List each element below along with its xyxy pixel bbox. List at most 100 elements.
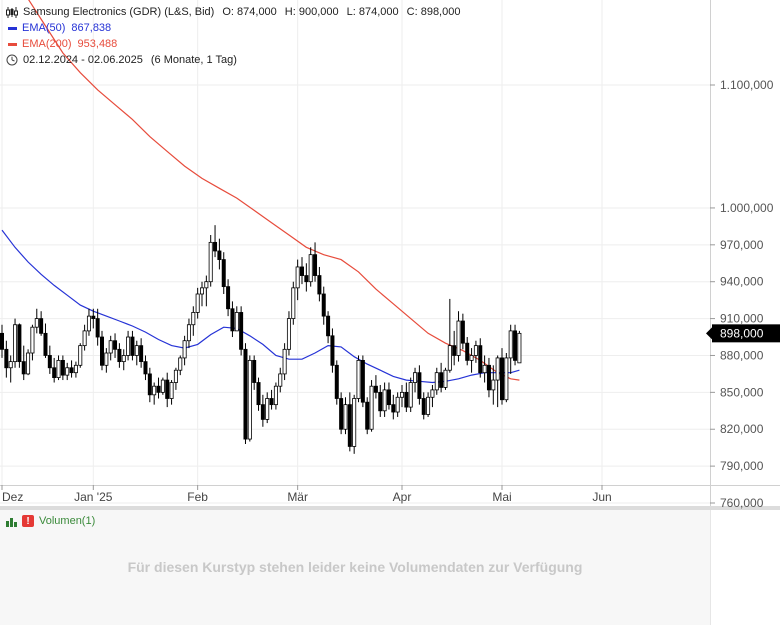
- candle-body: [182, 340, 187, 359]
- candle: [56, 355, 61, 381]
- candle-body: [517, 332, 522, 364]
- candle-body: [234, 312, 239, 332]
- candle: [408, 377, 413, 413]
- candle: [426, 392, 431, 417]
- ema50-value: 867,838: [71, 22, 112, 34]
- candle: [69, 360, 74, 378]
- candle-body: [126, 336, 131, 356]
- candle-body: [213, 241, 218, 252]
- candle-body: [465, 342, 470, 361]
- candle: [47, 345, 52, 374]
- candle: [208, 234, 213, 287]
- candle: [352, 394, 357, 454]
- y-tick-label: 940,000: [720, 275, 764, 289]
- candle-body: [47, 355, 52, 369]
- warning-icon[interactable]: !: [22, 515, 34, 527]
- candle: [43, 323, 48, 358]
- volume-legend[interactable]: ! Volumen(1): [6, 515, 95, 527]
- candle-body: [113, 340, 118, 350]
- x-tick-label: Jun: [592, 490, 611, 504]
- candle-body: [82, 330, 87, 347]
- y-tick-label: 1.100,000: [720, 78, 774, 92]
- candle: [443, 367, 448, 390]
- candle: [221, 252, 226, 294]
- candle-body: [178, 357, 183, 371]
- candle: [356, 355, 361, 403]
- ema200-line: [28, 0, 520, 381]
- candle: [469, 348, 474, 373]
- candle: [182, 335, 187, 366]
- candle: [465, 337, 470, 366]
- candle-body: [156, 385, 161, 393]
- legend-ema50-row[interactable]: EMA(50) 867,838: [6, 20, 460, 36]
- high-value: 900,000: [298, 6, 339, 18]
- legend-ema200-row[interactable]: EMA(200) 953,488: [6, 36, 460, 52]
- period-label: (6 Monate, 1 Tag): [150, 54, 237, 66]
- candle: [34, 308, 39, 334]
- no-volume-message: Für diesen Kurstyp stehen leider keine V…: [127, 559, 583, 575]
- candle-body: [4, 348, 9, 369]
- candle-body: [339, 398, 344, 430]
- candles: [0, 225, 522, 454]
- candle-body: [421, 398, 426, 415]
- candle: [169, 380, 174, 405]
- candle: [156, 377, 161, 399]
- candle-body: [199, 287, 204, 295]
- candle-body: [404, 391, 409, 408]
- candle-body: [308, 254, 313, 283]
- close-label: C:: [406, 6, 418, 18]
- grid-lines: [0, 0, 710, 504]
- candle-body: [469, 355, 474, 361]
- candle-body: [352, 398, 357, 447]
- candle-body: [508, 330, 513, 359]
- candle: [100, 330, 105, 371]
- volume-label: Volumen(1): [39, 515, 96, 527]
- candle-body: [291, 287, 296, 319]
- candle-body: [243, 348, 248, 440]
- candle: [504, 353, 509, 403]
- low-value: 874,000: [358, 6, 399, 18]
- candle: [308, 247, 313, 287]
- candle-body: [0, 332, 4, 350]
- candle-body: [452, 345, 457, 356]
- candle: [339, 392, 344, 435]
- candle: [247, 355, 252, 442]
- candle: [369, 380, 374, 432]
- open-value: 874,000: [237, 6, 277, 18]
- x-tick-label: Mär: [287, 490, 308, 504]
- candle: [478, 338, 483, 378]
- candle-body: [17, 324, 22, 363]
- candle: [195, 287, 200, 319]
- candle: [30, 324, 35, 361]
- candle-body: [326, 315, 331, 337]
- volume-bars-icon: [6, 517, 17, 527]
- high-label: H:: [284, 6, 296, 18]
- candle: [417, 365, 422, 405]
- candle: [391, 394, 396, 420]
- candle: [273, 382, 278, 410]
- candle-body: [278, 373, 283, 387]
- candle-body: [382, 389, 387, 412]
- price-chart[interactable]: 760,000 790,000 820,000 850,000 880,000 910,0…: [0, 0, 780, 510]
- x-tick-label: Dez: [2, 490, 23, 504]
- candle: [260, 394, 265, 427]
- candle-body: [269, 398, 274, 406]
- candle: [452, 330, 457, 366]
- legend-range-row[interactable]: 02.12.2024 - 02.06.2025 (6 Monate, 1 Tag…: [6, 52, 460, 68]
- candle-body: [39, 318, 44, 334]
- candle-body: [482, 364, 487, 374]
- volume-pane: [0, 510, 710, 625]
- ema200-label: EMA(200): [22, 38, 72, 50]
- candle: [282, 343, 287, 381]
- candle-body: [447, 345, 452, 371]
- candle: [373, 375, 378, 399]
- close-value: 898,000: [420, 6, 461, 18]
- y-tick-label: 880,000: [720, 348, 764, 362]
- candle: [239, 306, 244, 356]
- x-tick-label: Feb: [187, 490, 208, 504]
- candle-body: [26, 352, 31, 375]
- candle-body: [52, 367, 57, 379]
- candle: [395, 392, 400, 417]
- candle-body: [34, 318, 39, 328]
- candle: [95, 308, 100, 346]
